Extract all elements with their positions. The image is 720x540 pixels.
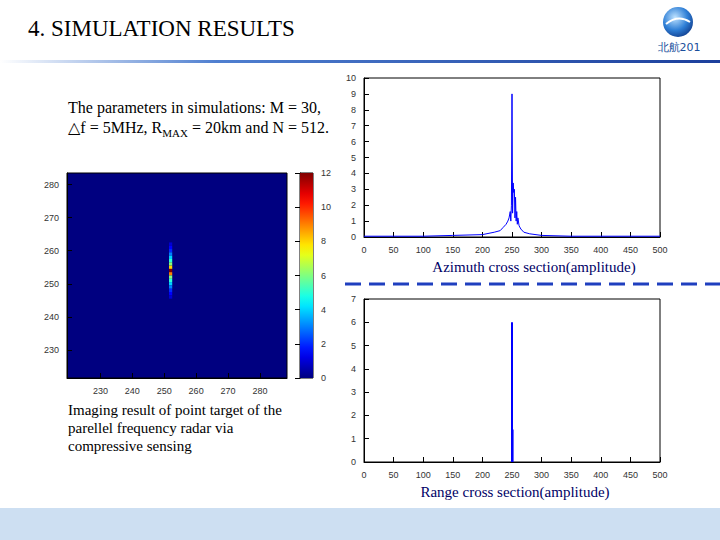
svg-text:450: 450 bbox=[623, 470, 638, 480]
html-text:The parameters in simulations:: The parameters in simulations: M = 30, △… bbox=[68, 99, 329, 140]
svg-text:1: 1 bbox=[351, 216, 356, 226]
svg-text:240: 240 bbox=[44, 312, 59, 322]
html-text:北航201: 北航201 bbox=[657, 41, 701, 54]
svg-text:280: 280 bbox=[44, 180, 59, 190]
svg-text:200: 200 bbox=[475, 245, 490, 255]
svg-text:270: 270 bbox=[220, 386, 235, 396]
svg-text:0: 0 bbox=[351, 232, 356, 242]
svg-text:350: 350 bbox=[564, 470, 579, 480]
svg-text:260: 260 bbox=[189, 386, 204, 396]
svg-text:3: 3 bbox=[351, 387, 356, 397]
svg-text:50: 50 bbox=[389, 245, 399, 255]
svg-text:0: 0 bbox=[321, 373, 326, 383]
svg-text:280: 280 bbox=[252, 386, 267, 396]
svg-text:100: 100 bbox=[416, 245, 431, 255]
svg-text:350: 350 bbox=[564, 245, 579, 255]
svg-text:500: 500 bbox=[652, 470, 667, 480]
svg-text:10: 10 bbox=[346, 73, 356, 83]
html-text:4. SIMULATION RESULTS: 4. SIMULATION RESULTS bbox=[28, 16, 295, 41]
svg-text:400: 400 bbox=[593, 245, 608, 255]
svg-text:6: 6 bbox=[351, 137, 356, 147]
svg-text:2: 2 bbox=[351, 200, 356, 210]
svg-text:6: 6 bbox=[321, 271, 326, 281]
svg-text:150: 150 bbox=[445, 245, 460, 255]
html-text:Range cross section(amplitude): Range cross section(amplitude) bbox=[420, 484, 610, 500]
svg-text:10: 10 bbox=[321, 202, 331, 212]
svg-text:7: 7 bbox=[351, 121, 356, 131]
svg-text:0: 0 bbox=[361, 470, 366, 480]
svg-text:240: 240 bbox=[125, 386, 140, 396]
svg-text:5: 5 bbox=[351, 153, 356, 163]
svg-text:150: 150 bbox=[445, 470, 460, 480]
svg-text:8: 8 bbox=[321, 236, 326, 246]
svg-text:250: 250 bbox=[44, 279, 59, 289]
svg-text:3: 3 bbox=[351, 184, 356, 194]
svg-text:2: 2 bbox=[321, 339, 326, 349]
svg-text:500: 500 bbox=[652, 245, 667, 255]
html-text:Imaging result of point target: Imaging result of point target of the pa… bbox=[68, 402, 282, 454]
svg-text:8: 8 bbox=[351, 105, 356, 115]
svg-text:270: 270 bbox=[44, 213, 59, 223]
svg-text:250: 250 bbox=[157, 386, 172, 396]
svg-text:4: 4 bbox=[351, 364, 356, 374]
svg-text:400: 400 bbox=[593, 470, 608, 480]
svg-text:12: 12 bbox=[321, 168, 331, 178]
svg-text:4: 4 bbox=[351, 168, 356, 178]
svg-text:4: 4 bbox=[321, 305, 326, 315]
svg-text:300: 300 bbox=[534, 470, 549, 480]
svg-text:230: 230 bbox=[44, 345, 59, 355]
svg-text:2: 2 bbox=[351, 410, 356, 420]
svg-text:7: 7 bbox=[351, 294, 356, 304]
svg-text:250: 250 bbox=[504, 245, 519, 255]
svg-text:0: 0 bbox=[361, 245, 366, 255]
svg-text:230: 230 bbox=[93, 386, 108, 396]
svg-text:300: 300 bbox=[534, 245, 549, 255]
svg-text:6: 6 bbox=[351, 317, 356, 327]
svg-text:5: 5 bbox=[351, 341, 356, 351]
svg-text:100: 100 bbox=[416, 470, 431, 480]
svg-text:260: 260 bbox=[44, 246, 59, 256]
svg-text:50: 50 bbox=[389, 470, 399, 480]
svg-text:1: 1 bbox=[351, 434, 356, 444]
svg-text:9: 9 bbox=[351, 89, 356, 99]
svg-text:0: 0 bbox=[351, 457, 356, 467]
html-text:Azimuth cross section(amplitud: Azimuth cross section(amplitude) bbox=[432, 259, 636, 275]
svg-text:450: 450 bbox=[623, 245, 638, 255]
svg-text:250: 250 bbox=[504, 470, 519, 480]
svg-text:200: 200 bbox=[475, 470, 490, 480]
